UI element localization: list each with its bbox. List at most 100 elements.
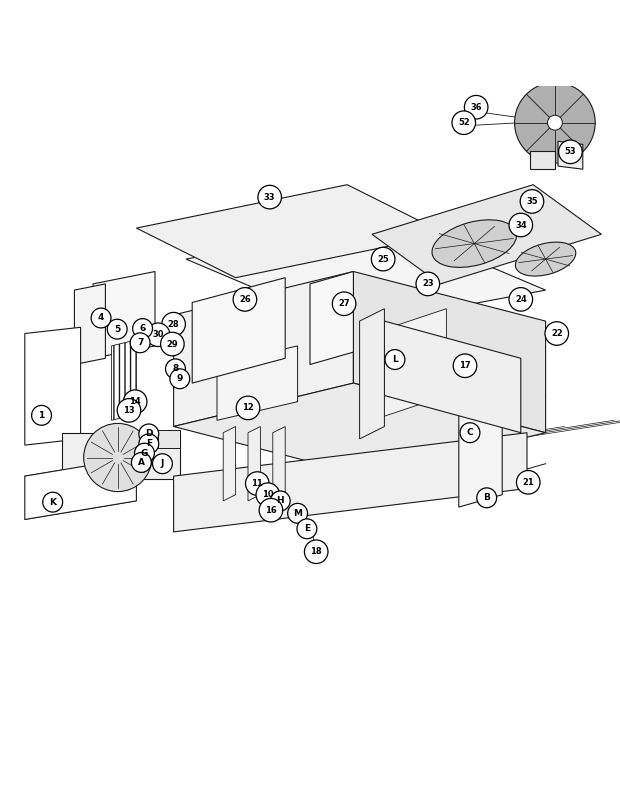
Text: 17: 17 [459, 361, 471, 370]
Circle shape [130, 333, 150, 353]
Polygon shape [25, 457, 136, 520]
Text: 9: 9 [177, 374, 183, 384]
Text: L: L [392, 355, 398, 364]
Circle shape [545, 322, 569, 346]
Polygon shape [530, 150, 555, 169]
Polygon shape [170, 368, 183, 380]
Polygon shape [136, 185, 446, 278]
Polygon shape [353, 271, 546, 433]
Text: 33: 33 [264, 192, 275, 202]
Circle shape [256, 483, 280, 506]
Circle shape [91, 308, 111, 328]
Text: 53: 53 [565, 147, 576, 157]
Polygon shape [384, 321, 521, 433]
Circle shape [233, 288, 257, 311]
Polygon shape [459, 396, 502, 507]
Text: 1: 1 [38, 411, 45, 420]
Circle shape [304, 540, 328, 563]
Circle shape [133, 319, 153, 339]
Polygon shape [248, 426, 260, 501]
Text: C: C [467, 428, 473, 437]
Circle shape [453, 354, 477, 377]
Polygon shape [25, 327, 81, 445]
Circle shape [32, 406, 51, 426]
Text: 24: 24 [515, 295, 526, 304]
Text: 34: 34 [515, 221, 526, 229]
Circle shape [464, 96, 488, 119]
Circle shape [161, 332, 184, 356]
Text: 16: 16 [265, 505, 277, 515]
Text: 10: 10 [262, 490, 273, 499]
Ellipse shape [515, 242, 576, 276]
Text: 14: 14 [130, 397, 141, 407]
Circle shape [258, 185, 281, 209]
Polygon shape [372, 185, 601, 284]
Circle shape [288, 503, 308, 523]
Text: 4: 4 [98, 313, 104, 323]
Circle shape [515, 82, 595, 163]
Polygon shape [192, 278, 285, 383]
Text: 6: 6 [140, 324, 146, 333]
Circle shape [139, 424, 159, 444]
Polygon shape [558, 142, 583, 169]
Circle shape [270, 491, 290, 511]
Circle shape [516, 471, 540, 494]
Text: G: G [141, 448, 148, 458]
Text: 21: 21 [523, 478, 534, 486]
Text: M: M [293, 509, 302, 518]
Text: 7: 7 [137, 339, 143, 347]
Polygon shape [93, 271, 155, 358]
Circle shape [416, 272, 440, 296]
Polygon shape [62, 433, 180, 479]
Text: 26: 26 [239, 295, 250, 304]
Text: 52: 52 [458, 118, 469, 127]
Polygon shape [310, 271, 353, 365]
Circle shape [520, 190, 544, 214]
Text: 22: 22 [551, 329, 562, 338]
Circle shape [139, 434, 159, 454]
Text: F: F [146, 439, 152, 448]
Text: H: H [277, 497, 284, 505]
Polygon shape [217, 346, 298, 420]
Polygon shape [158, 430, 180, 448]
Polygon shape [223, 426, 236, 501]
Circle shape [236, 396, 260, 420]
Text: 27: 27 [339, 299, 350, 308]
Polygon shape [186, 222, 546, 327]
Polygon shape [174, 433, 527, 532]
Text: 13: 13 [123, 406, 135, 415]
Circle shape [43, 492, 63, 512]
Circle shape [477, 488, 497, 508]
Circle shape [371, 248, 395, 271]
Polygon shape [174, 271, 353, 426]
Circle shape [153, 454, 172, 474]
Circle shape [547, 115, 562, 131]
Text: J: J [161, 460, 164, 468]
Circle shape [166, 359, 185, 379]
Text: 35: 35 [526, 197, 538, 206]
Text: 8: 8 [172, 365, 179, 373]
Text: K: K [49, 498, 56, 507]
Polygon shape [372, 308, 446, 420]
Polygon shape [174, 383, 546, 476]
Circle shape [135, 443, 154, 463]
Circle shape [385, 350, 405, 369]
Circle shape [297, 519, 317, 539]
Circle shape [259, 498, 283, 522]
Text: 5: 5 [114, 324, 120, 334]
Ellipse shape [432, 220, 516, 267]
Text: 25: 25 [378, 255, 389, 263]
Polygon shape [360, 308, 384, 439]
Circle shape [123, 390, 147, 414]
Text: A: A [138, 458, 145, 467]
Polygon shape [273, 426, 285, 501]
Circle shape [170, 369, 190, 388]
Polygon shape [74, 284, 105, 365]
Text: 28: 28 [168, 320, 179, 329]
Text: 11: 11 [252, 479, 263, 488]
Text: 12: 12 [242, 403, 254, 412]
Text: B: B [483, 494, 490, 502]
Circle shape [84, 423, 152, 491]
Text: E: E [304, 524, 310, 533]
Circle shape [559, 140, 582, 164]
